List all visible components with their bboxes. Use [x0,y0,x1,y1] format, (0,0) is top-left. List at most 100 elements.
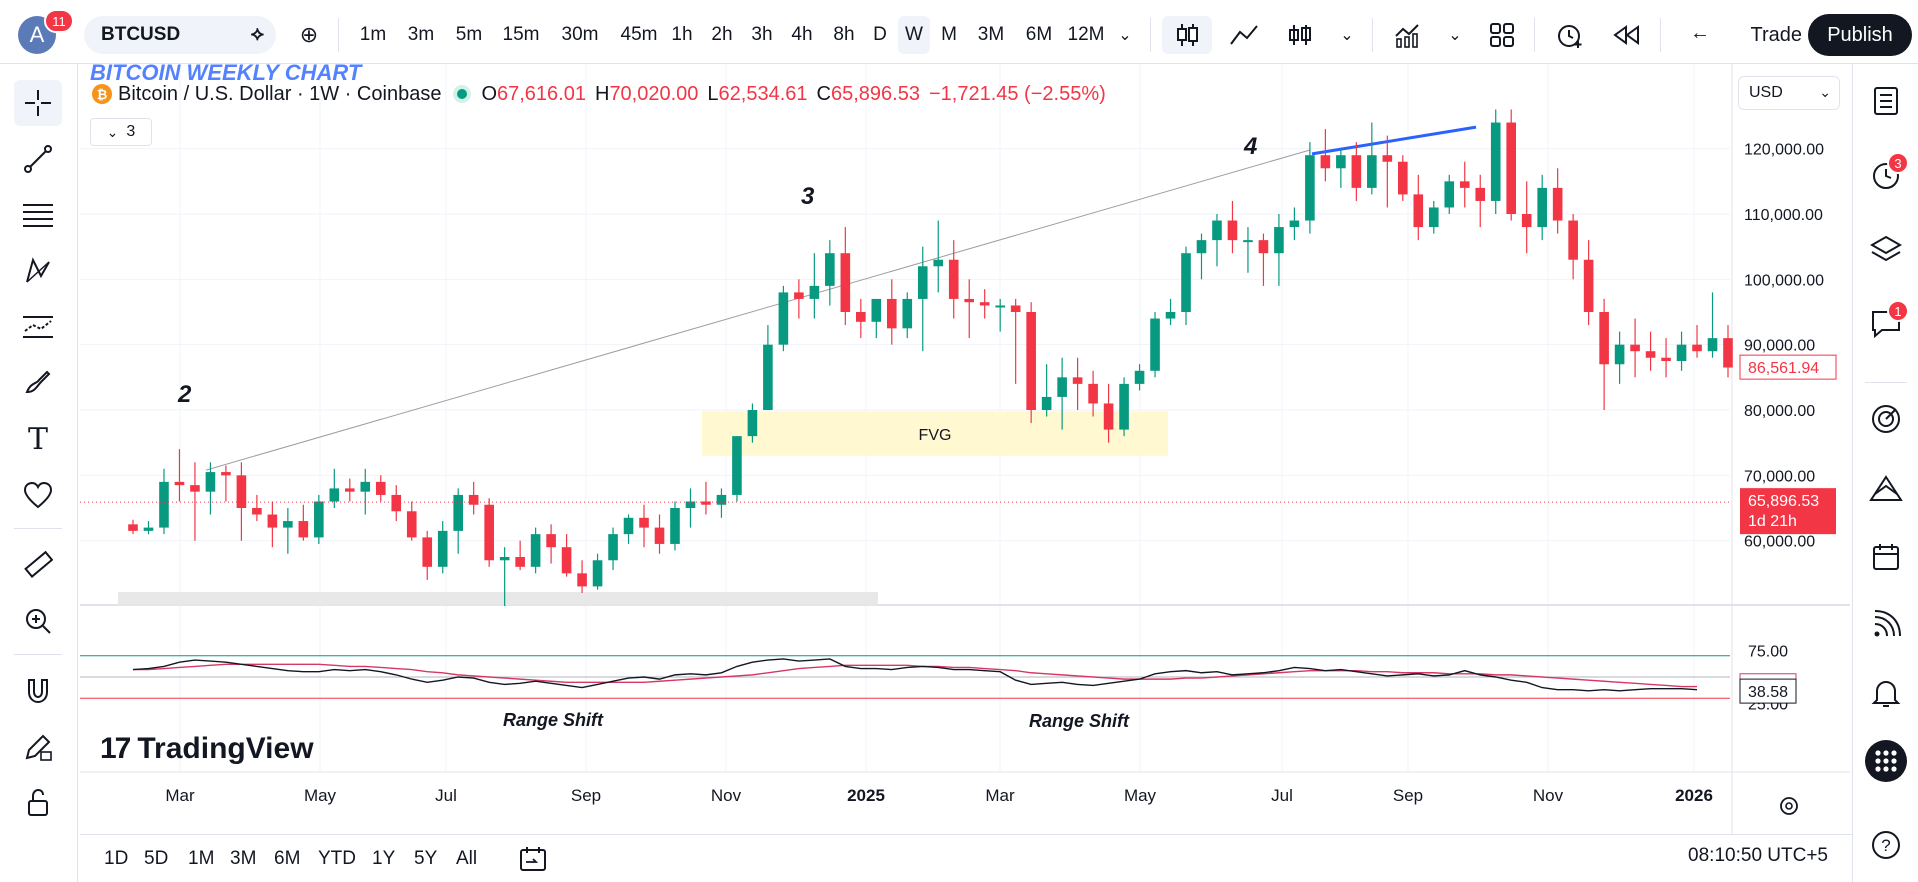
candle [1305,142,1315,234]
interval-12m-button[interactable]: 12M [1067,24,1105,45]
chart-type-dropdown[interactable]: ⌄ [1332,16,1362,54]
zoom-tool[interactable] [14,598,62,644]
candle [1692,325,1702,358]
candle [933,220,944,293]
alert-button[interactable] [1548,16,1592,54]
indicators-button[interactable] [1386,16,1430,54]
range-all-button[interactable]: All [456,848,478,869]
interval-5m-button[interactable]: 5m [455,24,483,45]
interval-4h-button[interactable]: 4h [791,24,813,45]
range-ytd-button[interactable]: YTD [318,848,356,869]
lock-drawing-tool[interactable] [14,724,62,770]
news-stream-button[interactable] [1863,602,1909,648]
measure-tool[interactable] [14,542,62,588]
interval-dropdown-button[interactable]: ⌄ [1110,16,1140,54]
range-1d-button[interactable]: 1D [104,848,129,869]
currency-select[interactable]: USD ⌄ [1738,76,1840,110]
toolbar-divider [14,654,62,655]
indicators-dropdown[interactable]: ⌄ [1440,16,1470,54]
candle [1041,364,1052,417]
icon-tool[interactable] [14,472,62,518]
interval-d-button[interactable]: D [873,24,887,45]
watchlist-button[interactable] [1863,78,1909,124]
chart-title-overlay: BITCOIN WEEKLY CHART [90,60,362,85]
candles-chart-type-button[interactable] [1162,16,1212,54]
bar-chart-button[interactable] [1278,16,1322,54]
line-chart-button[interactable] [1222,16,1266,54]
pattern-icon [26,257,50,283]
publish-button[interactable]: Publish [1808,14,1912,56]
candle-body [933,259,944,267]
candle [329,468,340,508]
interval-1h-button[interactable]: 1h [671,24,693,45]
candle [1506,109,1517,221]
ideas-button[interactable] [1863,466,1909,512]
interval-m-button[interactable]: M [941,24,957,45]
brush-tool[interactable] [14,360,62,406]
interval-6m-button[interactable]: 6M [1025,24,1053,45]
clock-display[interactable]: 08:10:50 UTC+5 [1688,845,1828,866]
candle-body [1583,259,1594,312]
toolbar-divider [338,18,339,52]
calendar-button[interactable] [1863,534,1909,580]
symbol-legend: ₿ Bitcoin / U.S. Dollar · 1W · Coinbase … [92,82,1115,106]
compare-icon[interactable]: ⟡ [250,23,264,45]
candle-body [1490,122,1501,201]
crosshair-tool[interactable] [14,80,62,126]
notifications-button[interactable] [1863,670,1909,716]
interval-3m-button[interactable]: 3M [977,24,1005,45]
candle-body [546,534,556,548]
layouts-button[interactable] [1480,16,1524,54]
text-tool[interactable]: T [14,416,62,462]
candle [1243,227,1253,273]
chats-button[interactable]: 1 [1863,300,1909,346]
range-1m-button[interactable]: 1M [188,848,215,869]
interval-8h-button[interactable]: 8h [833,24,855,45]
interval-30m-button[interactable]: 30m [561,24,599,45]
alerts-button[interactable]: 3 [1863,152,1909,198]
candle-body [499,557,510,561]
replay-button[interactable] [1604,16,1648,54]
chats-badge: 1 [1887,300,1909,322]
candle-body [778,292,789,345]
price-tick-label: 60,000.00 [1744,534,1815,551]
range-5y-button[interactable]: 5Y [414,848,438,869]
candle-body [592,560,603,587]
range-1y-button[interactable]: 1Y [372,848,396,869]
forecast-tool[interactable] [14,304,62,350]
interval-45m-button[interactable]: 45m [620,24,658,45]
range-5d-button[interactable]: 5D [144,848,169,869]
candle-body [1243,240,1253,243]
hotlists-button[interactable] [1863,396,1909,442]
interval-2h-button[interactable]: 2h [711,24,733,45]
range-3m-button[interactable]: 3M [230,848,257,869]
candle-body [1645,351,1656,358]
time-tick-label: 2025 [847,786,885,805]
candle [840,227,851,326]
symbol-search[interactable]: BTCUSD ⟡ [84,16,276,54]
pattern-tool[interactable] [14,248,62,294]
help-button[interactable]: ? [1863,822,1909,868]
interval-w-button[interactable]: W [898,16,930,54]
data-window-button[interactable] [1863,226,1909,272]
products-button[interactable] [1863,738,1909,784]
chart-canvas[interactable]: FVG 2 3 4 120,000.00 110,000.00 100,000.00 90,0… [80,64,1850,834]
candle [1212,214,1222,267]
interval-15m-button[interactable]: 15m [502,24,540,45]
interval-1m-button[interactable]: 1m [359,24,387,45]
trend-line-tool[interactable] [14,136,62,182]
magnet-tool[interactable] [14,668,62,714]
add-symbol-button[interactable]: ⊕ [290,16,328,54]
candle [1444,174,1455,214]
trade-button[interactable]: ← Trade [1690,16,1814,54]
range-6m-button[interactable]: 6M [274,848,301,869]
fib-tool[interactable] [14,192,62,238]
interval-3h-button[interactable]: 3h [751,24,773,45]
interval-3m-button[interactable]: 3m [407,24,435,45]
chart-pane[interactable]: FVG 2 3 4 120,000.00 110,000.00 100,000.00 90,0… [80,60,1850,834]
goto-date-button[interactable] [518,845,548,873]
lock-all-tool[interactable] [14,780,62,826]
candle-body [1258,240,1269,254]
indicators-collapse-button[interactable]: ⌄ 3 [90,118,152,146]
candle-body [1103,403,1114,430]
